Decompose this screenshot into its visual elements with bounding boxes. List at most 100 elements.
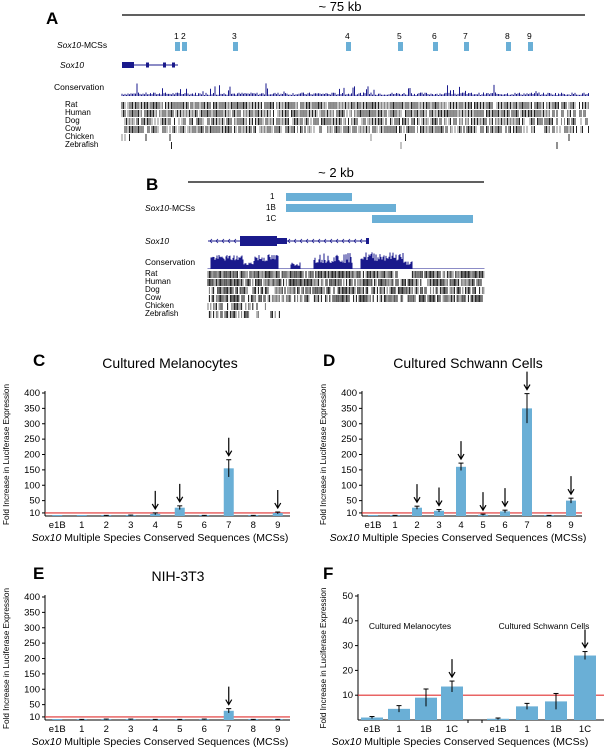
- chart-panel-d: Cultured Schwann Cells Fold Increase in L…: [319, 355, 586, 544]
- chart-y-tick-label: 10: [346, 508, 357, 519]
- chart-bar: [388, 708, 410, 720]
- chart-x-tick-label: e1B: [364, 724, 381, 735]
- chart-group-label: Cultured Schwann Cells: [499, 621, 590, 631]
- panel-f-letter: F: [323, 564, 333, 583]
- chart-arrow-marker: [225, 686, 233, 706]
- chart-bar: [434, 510, 444, 516]
- panel-a-scale-label: ~ 75 kb: [318, 0, 361, 14]
- panel-a-mcs-block: [233, 42, 238, 51]
- panel-a-mcs-block: [175, 42, 180, 51]
- chart-x-axis-label: Sox10 Multiple Species Conserved Sequenc…: [330, 532, 587, 544]
- chart-y-tick-label: 300: [24, 623, 40, 634]
- chart-y-tick-label: 10: [342, 690, 353, 701]
- panel-a-mcs-block: [433, 42, 438, 51]
- chart-panel-c: Cultured Melanocytes Fold Increase in Luc…: [2, 355, 290, 544]
- chart-panel-e: NIH-3T3 Fold Increase in Luciferase Expre…: [2, 568, 290, 748]
- panel-b-mcs-id: 1: [270, 192, 275, 201]
- chart-y-tick-label: 10: [29, 712, 40, 723]
- chart-x-axis-label: Sox10 Multiple Species Conserved Sequenc…: [332, 736, 589, 748]
- panel-a-mcs-id: 8: [505, 31, 510, 41]
- chart-y-tick-label: 150: [24, 465, 40, 476]
- panel-c-letter: C: [33, 351, 45, 370]
- chart-x-tick-label: 2: [104, 724, 109, 735]
- chart-bar: [76, 515, 87, 516]
- panel-a-mcs-id: 4: [345, 31, 350, 41]
- chart-group-label: Cultured Melanocytes: [369, 621, 451, 631]
- panel-a-gene-model: [122, 62, 178, 68]
- chart-bar: [150, 513, 161, 516]
- chart-y-tick-label: 50: [29, 496, 40, 507]
- panel-a-mcs-id: 7: [463, 31, 468, 41]
- chart-x-tick-label: 1C: [579, 724, 591, 735]
- panel-a-gene-label: Sox10: [60, 60, 84, 70]
- chart-bar: [52, 515, 63, 516]
- chart-bar: [441, 686, 463, 720]
- chart-title: Cultured Schwann Cells: [393, 355, 542, 371]
- panel-a-conservation-label: Conservation: [54, 82, 104, 92]
- chart-x-tick-label: 1: [392, 520, 397, 531]
- panel-a-mcs-block: [398, 42, 403, 51]
- panel-b-alignment-tracks: [207, 271, 485, 318]
- chart-x-axis-label: Sox10 Multiple Species Conserved Sequenc…: [32, 736, 289, 748]
- chart-title: NIH-3T3: [152, 568, 205, 584]
- panel-a-mcs-id: 5: [397, 31, 402, 41]
- chart-arrow-marker: [448, 659, 456, 679]
- panel-b-conservation-track: [207, 252, 485, 269]
- panel-a-mcs-block: [182, 42, 187, 51]
- panel-b-mcs-track: 1 1B 1C: [266, 192, 473, 223]
- chart-x-tick-label: 3: [128, 724, 133, 735]
- panel-a-alignment-tracks: [121, 102, 589, 149]
- chart-bar: [456, 466, 466, 516]
- chart-x-tick-label: 2: [414, 520, 419, 531]
- chart-x-tick-label: e1B: [49, 724, 66, 735]
- chart-x-axis-label: Sox10 Multiple Species Conserved Sequenc…: [32, 532, 289, 544]
- panel-a-mcs-block: [346, 42, 351, 51]
- chart-y-tick-label: 350: [24, 403, 40, 414]
- chart-y-tick-label: 200: [24, 654, 40, 665]
- chart-arrow-marker: [457, 441, 465, 461]
- chart-y-tick-label: 350: [341, 403, 357, 414]
- chart-y-tick-label: 250: [24, 638, 40, 649]
- chart-x-tick-label: 3: [128, 520, 133, 531]
- chart-y-tick-label: 300: [341, 419, 357, 430]
- chart-y-tick-label: 200: [341, 450, 357, 461]
- chart-y-tick-label: 200: [24, 450, 40, 461]
- chart-bar: [223, 468, 234, 516]
- chart-x-tick-label: 1: [524, 724, 529, 735]
- chart-arrow-marker: [523, 371, 531, 391]
- chart-arrow-marker: [151, 490, 159, 511]
- panel-b-species-label: Cow: [145, 293, 161, 302]
- panel-a-mcs-id: 1: [174, 31, 179, 41]
- chart-bar: [415, 697, 437, 720]
- panel-b-mcs-label: Sox10-MCSs: [145, 203, 195, 213]
- chart-x-tick-label: 8: [251, 724, 256, 735]
- panel-b-species-label: Rat: [145, 269, 158, 278]
- chart-x-tick-label: 4: [153, 520, 158, 531]
- panel-a-species-label: Cow: [65, 124, 81, 133]
- panel-a-conservation-track: [121, 83, 589, 96]
- chart-y-tick-label: 30: [342, 641, 353, 652]
- chart-arrow-marker: [176, 483, 184, 504]
- chart-arrow-marker: [501, 488, 509, 508]
- chart-x-tick-label: 6: [502, 520, 507, 531]
- chart-x-tick-label: 7: [226, 520, 231, 531]
- panel-b-gene-label: Sox10: [145, 236, 169, 246]
- chart-x-tick-label: 1: [79, 724, 84, 735]
- panel-b-mcs-id: 1C: [266, 214, 276, 223]
- panel-e-letter: E: [33, 564, 44, 583]
- chart-bar: [574, 655, 596, 720]
- panel-a-species-label: Chicken: [65, 132, 94, 141]
- chart-x-tick-label: 5: [177, 520, 182, 531]
- chart-bar: [500, 511, 510, 516]
- panel-b-scale-label: ~ 2 kb: [318, 165, 354, 180]
- chart-x-tick-label: 5: [480, 520, 485, 531]
- chart-x-tick-label: e1B: [490, 724, 507, 735]
- chart-bar: [566, 500, 576, 516]
- chart-y-tick-label: 150: [341, 465, 357, 476]
- panel-b-species-label: Human: [145, 277, 171, 286]
- chart-y-tick-label: 40: [342, 616, 353, 627]
- chart-x-tick-label: 6: [202, 724, 207, 735]
